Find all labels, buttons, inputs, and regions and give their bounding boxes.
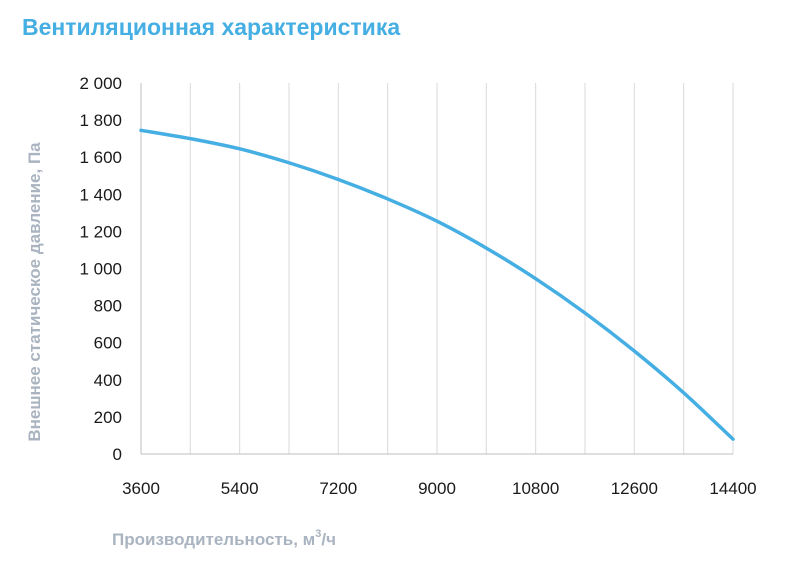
x-tick-label: 14400 <box>709 479 756 498</box>
series-line <box>139 128 735 441</box>
y-tick-label: 2 000 <box>79 74 122 93</box>
y-tick-labels: 0 200 400 600 800 1 000 1 200 1 400 1 600 1 800 2 … <box>79 74 122 464</box>
y-axis-title: Внешнее статическое давление, Па <box>25 142 44 442</box>
y-tick-label: 0 <box>113 445 122 464</box>
x-tick-label: 3600 <box>122 479 160 498</box>
grid-lines <box>189 83 734 454</box>
x-tick-labels: 3600 5400 7200 9000 10800 12600 14400 <box>122 479 757 498</box>
x-axis-title-main: Производительность, м <box>112 530 315 549</box>
y-tick-label: 600 <box>94 334 122 353</box>
x-tick-label: 10800 <box>512 479 559 498</box>
x-axis-title: Производительность, м3/ч <box>112 528 336 549</box>
x-tick-label: 7200 <box>319 479 357 498</box>
y-tick-label: 200 <box>94 408 122 427</box>
y-tick-label: 1 000 <box>79 260 122 279</box>
y-tick-label: 1 800 <box>79 111 122 130</box>
x-axis-title-suffix: /ч <box>321 530 336 549</box>
x-axis-title-sup: 3 <box>315 528 321 540</box>
y-tick-label: 1 600 <box>79 148 122 167</box>
y-tick-label: 1 400 <box>79 185 122 204</box>
x-tick-label: 5400 <box>221 479 259 498</box>
y-tick-label: 400 <box>94 371 122 390</box>
y-tick-label: 1 200 <box>79 222 122 241</box>
chart-title: Вентиляционная характеристика <box>22 14 401 40</box>
y-tick-label: 800 <box>94 297 122 316</box>
x-tick-label: 9000 <box>418 479 456 498</box>
axes <box>140 83 733 455</box>
x-tick-label: 12600 <box>611 479 658 498</box>
